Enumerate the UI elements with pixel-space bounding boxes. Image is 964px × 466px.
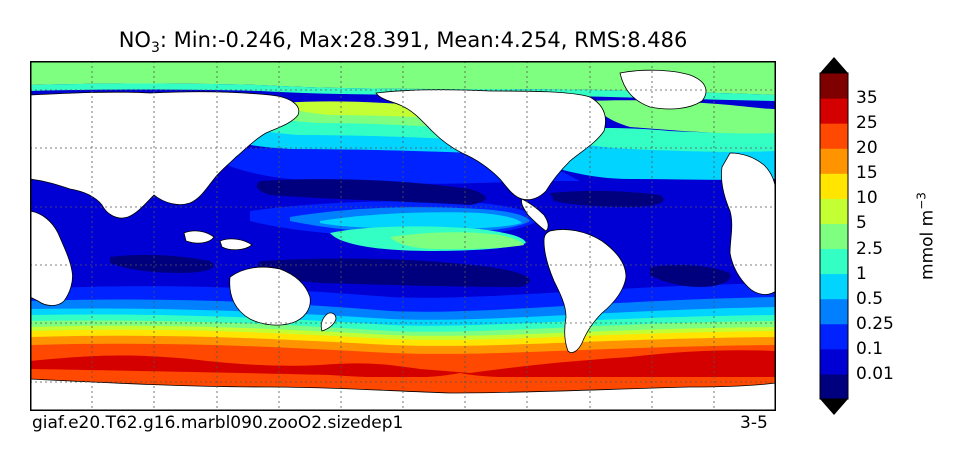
title-subscript: 3 [150,40,160,57]
colorbar-tick-label: 35 [856,88,878,109]
season-label: 3-5 [740,413,768,433]
band-so-10 [30,350,776,377]
colorbar [819,57,849,415]
land-south-america [543,229,627,353]
gyre-spac [258,258,530,287]
title-stats: : Min:-0.246, Max:28.391, Mean:4.254, RM… [159,28,688,52]
colorbar-segment [820,223,848,250]
colorbar-extend-high [820,57,848,73]
colorbar-segment [820,348,848,375]
colorbar-tick-label: 10 [856,188,878,209]
land-antarctica [30,378,776,411]
graticule [30,61,776,411]
colorbar-tick-label: 5 [856,213,867,234]
colorbar-segment [820,73,848,99]
colorbar-segment [820,273,848,300]
colorbar-tick-label: 0.5 [856,288,884,309]
land-central-america [521,198,549,232]
gyre-ind [110,254,214,273]
gyre-npac [256,179,486,205]
colorbar-tick-label: 15 [856,163,878,184]
colorbar-tick-label: 0.25 [856,313,894,334]
land-north-america [375,89,606,201]
colorbar-segment [820,173,848,199]
colorbar-tick-label: 25 [856,113,878,134]
land-indonesia [183,230,253,251]
run-name-label: giaf.e20.T62.g16.marbl090.zooO2.sizedep1 [32,413,404,433]
colorbar-units: mmol m−3 [915,192,938,280]
colorbar-tick-label: 2.5 [856,238,884,259]
land-eurasia [30,91,300,219]
band-eq-3 [320,212,522,229]
colorbar-extend-low [820,399,848,415]
colorbar-segment [820,298,848,325]
colorbar-tick-label: 0.1 [856,338,884,359]
land-africa [30,210,73,306]
colorbar-segment [820,148,848,174]
gyre-natl [550,190,664,207]
gyre-satl [650,265,731,287]
colorbar-segments [820,73,848,400]
units-base: mmol m [917,209,938,280]
land-africa-east [721,152,776,295]
colorbar-segment [820,123,848,149]
colorbar-segment [820,323,848,350]
colorbar-segment [820,373,848,400]
land-nz [320,312,337,332]
colorbar-segment [820,248,848,275]
band-na-3 [590,100,776,134]
land-australia [229,266,311,326]
map-frame [30,61,776,411]
band-eq-5 [390,232,524,249]
title-species: NO [118,28,151,52]
colorbar-segment [820,98,848,124]
map-title: NO3: Min:-0.246, Max:28.391, Mean:4.254,… [30,28,776,56]
colorbar-segment [820,198,848,224]
colorbar-frame [819,72,849,400]
colorbar-tick-label: 20 [856,138,878,159]
colorbar-tick-label: 1 [856,263,867,284]
nitrate-map [30,61,776,411]
units-exponent: −3 [914,192,929,210]
land-greenland [619,69,707,110]
colorbar-tick-label: 0.01 [856,363,894,384]
